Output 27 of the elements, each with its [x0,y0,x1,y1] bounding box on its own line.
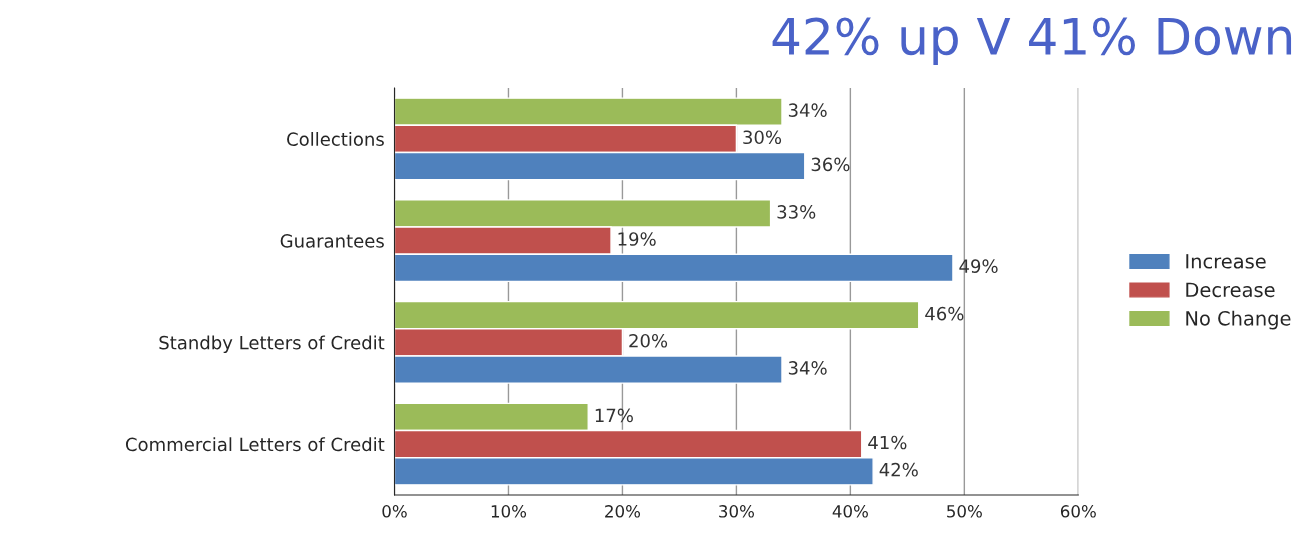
data-label: 34% [788,103,827,117]
legend-label: Decrease [1186,282,1275,298]
legend-label: No Change [1186,310,1291,330]
data-label: 49% [959,259,998,273]
y-tick-label: Collections [287,132,384,146]
data-label: 19% [618,232,656,246]
data-label: 30% [743,130,782,145]
x-tick-label: 10% [491,505,527,518]
y-tick-label: Commercial Letters of Credit [125,437,385,452]
x-tick-label: 50% [947,505,982,518]
data-label: 41% [868,435,907,450]
x-tick-label: 0% [382,505,407,518]
data-label: 46% [925,306,964,321]
data-label: 17% [595,408,633,423]
data-label: 33% [777,205,816,219]
chart-title: 42% up V 41% Down [772,17,1292,65]
y-tick-label: Guarantees [280,234,384,248]
x-tick-label: 40% [832,505,868,518]
data-label: 34% [788,361,827,375]
x-tick-label: 20% [605,505,641,518]
data-label: 20% [629,333,668,348]
data-label: 36% [811,157,850,172]
legend-label: Increase [1186,254,1266,269]
y-tick-label: Standby Letters of Credit [159,335,385,353]
x-tick-label: 60% [1060,505,1096,518]
x-tick-label: 30% [719,505,754,518]
data-label: 42% [879,462,918,477]
